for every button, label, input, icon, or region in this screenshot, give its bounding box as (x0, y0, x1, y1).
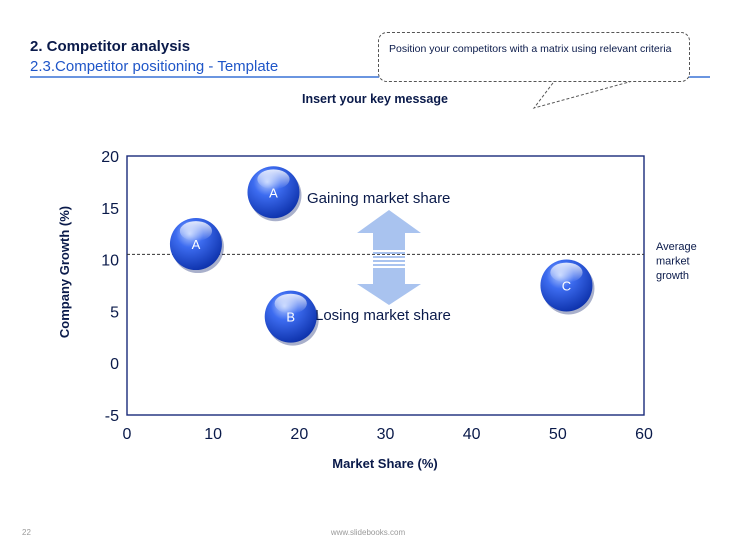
competitor-bubble-a: A (247, 166, 302, 222)
y-tick-label: 10 (101, 253, 119, 270)
x-tick-label: 30 (377, 426, 395, 443)
x-tick-label: 40 (463, 426, 481, 443)
y-tick-label: 5 (110, 304, 119, 321)
callout-text: Position your competitors with a matrix … (389, 43, 672, 55)
callout-box: Position your competitors with a matrix … (378, 32, 690, 82)
y-tick-label: 15 (101, 201, 119, 218)
y-tick-label: -5 (105, 408, 119, 425)
losing-annotation: Losing market share (315, 307, 451, 324)
x-tick-label: 50 (549, 426, 567, 443)
footer-site: www.slidebooks.com (330, 528, 406, 537)
x-tick-label: 20 (290, 426, 308, 443)
competitor-bubble-a: A (169, 218, 224, 274)
x-axis-label: Market Share (%) (332, 456, 437, 471)
bubble-label: B (286, 310, 295, 325)
x-tick-label: 60 (635, 426, 653, 443)
page-subtitle: 2.3.Competitor positioning - Template (30, 58, 279, 75)
y-tick-label: 0 (110, 356, 119, 373)
bubble-label: A (192, 237, 201, 252)
key-message: Insert your key message (302, 92, 448, 106)
header-divider (30, 76, 710, 78)
market-share-arrow (357, 210, 421, 305)
bubble-label: C (562, 279, 571, 294)
competitor-bubble-b: B (264, 290, 319, 346)
plot-frame (126, 155, 645, 416)
average-growth-label: Average market growth (656, 241, 697, 282)
x-tick-label: 0 (123, 426, 132, 443)
page-title: 2. Competitor analysis (30, 38, 191, 55)
page-number: 22 (22, 528, 31, 537)
y-axis-label: Company Growth (%) (57, 206, 72, 338)
y-tick-label: 20 (101, 149, 119, 166)
competitor-bubble-c: C (540, 259, 595, 315)
bubble-label: A (269, 185, 278, 200)
x-tick-label: 10 (204, 426, 222, 443)
gaining-annotation: Gaining market share (307, 190, 450, 207)
